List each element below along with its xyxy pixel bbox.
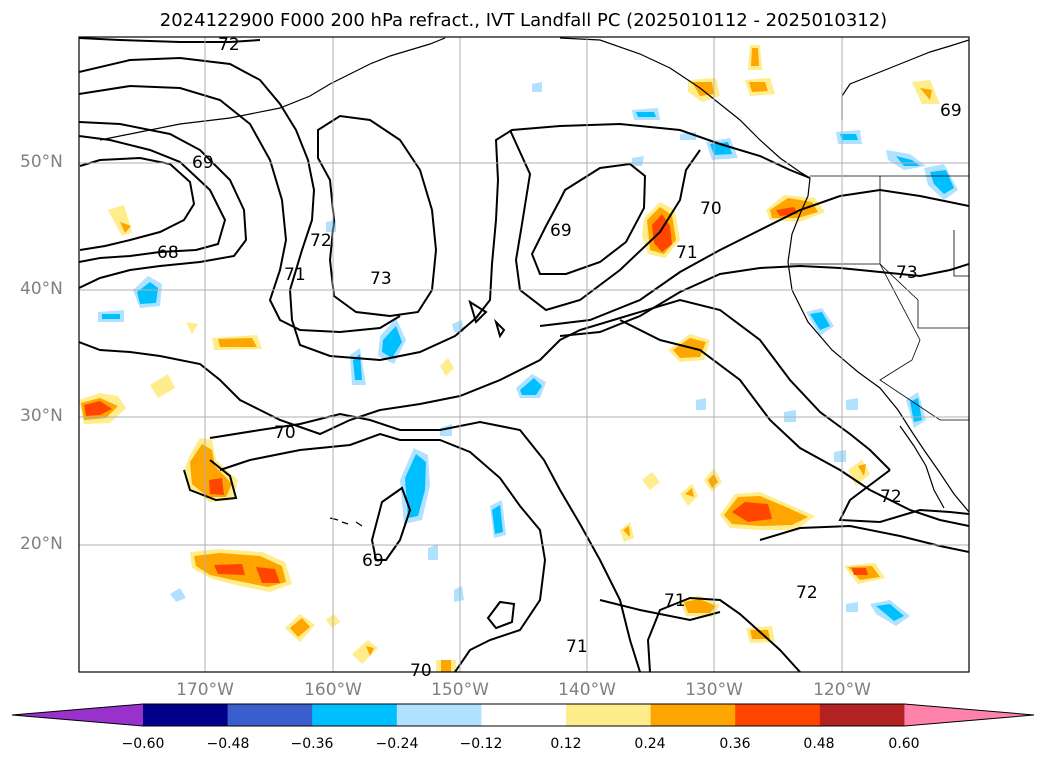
contour-label: 72 — [218, 35, 240, 55]
contour-label: 69 — [192, 153, 214, 173]
colorbar-tick: 0.12 — [550, 736, 582, 752]
lon-label-160w: 160°W — [304, 680, 362, 700]
contour-label: 71 — [284, 265, 306, 285]
hawaiian-islands — [329, 517, 363, 527]
colorbar-outline — [11, 703, 1035, 727]
contour-label: 70 — [700, 199, 722, 219]
plot-frame — [78, 36, 970, 673]
colorbar-bin — [396, 704, 482, 726]
contour-label: 70 — [274, 423, 296, 443]
colorbar-extend-min — [12, 704, 143, 726]
contour-label: 72 — [880, 487, 902, 507]
colorbar-bin — [650, 704, 736, 726]
contour-label: 68 — [157, 243, 179, 263]
contour-labels: 72 69 68 71 72 73 69 70 71 69 73 70 69 7… — [157, 35, 962, 681]
colorbar-tick: 0.24 — [634, 736, 666, 752]
colorbar-bin — [143, 704, 229, 726]
colorbar-tick: 0.60 — [888, 736, 920, 752]
contour-label: 70 — [410, 661, 432, 681]
colorbar-tick: −0.12 — [459, 736, 503, 752]
contour-label: 71 — [676, 243, 698, 263]
lon-label-140w: 140°W — [558, 680, 616, 700]
colorbar-tick: −0.60 — [121, 736, 165, 752]
colorbar-bin — [819, 704, 905, 726]
colorbar-bin — [735, 704, 821, 726]
contour-label: 72 — [310, 231, 332, 251]
colorbar-tick: −0.36 — [290, 736, 334, 752]
colorbar-tick: −0.48 — [206, 736, 250, 752]
contour-label: 69 — [940, 101, 962, 121]
colorbar-tick: 0.48 — [803, 736, 835, 752]
lat-label-40n: 40°N — [20, 279, 63, 299]
lat-label-20n: 20°N — [20, 534, 63, 554]
contour-label: 71 — [566, 637, 588, 657]
colorbar-extend-max — [904, 704, 1034, 726]
contour-label: 72 — [796, 583, 818, 603]
colorbar — [11, 703, 1035, 727]
lon-label-170w: 170°W — [176, 680, 234, 700]
contour-label: 69 — [362, 551, 384, 571]
colorbar-bin — [227, 704, 313, 726]
colorbar-bin — [481, 704, 567, 726]
colorbar-bin — [312, 704, 398, 726]
lon-label-150w: 150°W — [431, 680, 489, 700]
lon-label-130w: 130°W — [685, 680, 743, 700]
colorbar-bin — [566, 704, 652, 726]
colorbar-tick: −0.24 — [375, 736, 419, 752]
positive-anomaly-patches — [79, 45, 940, 672]
lat-label-30n: 30°N — [20, 406, 63, 426]
map-title: 2024122900 F000 200 hPa refract., IVT La… — [159, 10, 888, 31]
contour-label: 73 — [896, 263, 918, 283]
lon-label-120w: 120°W — [813, 680, 871, 700]
lat-label-50n: 50°N — [20, 152, 63, 172]
graticule — [79, 37, 969, 672]
contour-label: 73 — [370, 269, 392, 289]
contour-label: 71 — [664, 591, 686, 611]
refractivity-contours — [79, 37, 969, 672]
colorbar-tick: 0.36 — [719, 736, 751, 752]
contour-label: 69 — [550, 221, 572, 241]
